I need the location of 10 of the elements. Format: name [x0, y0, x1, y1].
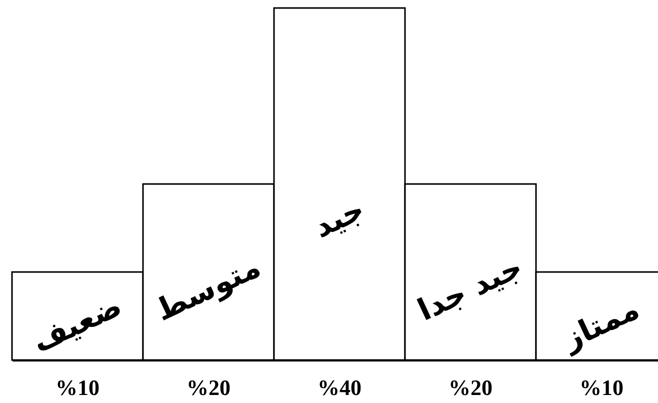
x-tick-label: ممتاز — [556, 292, 645, 358]
x-tick-label: متوسط — [150, 250, 266, 329]
data-label: %10 — [580, 375, 624, 400]
data-label: %20 — [186, 375, 230, 400]
data-label: %10 — [56, 375, 100, 400]
data-label: %40 — [318, 375, 362, 400]
x-tick-label: جيد — [308, 192, 370, 246]
x-tick-label: ضعيف — [27, 288, 128, 360]
data-label: %20 — [448, 375, 492, 400]
x-tick-label: جيد جدا — [412, 250, 528, 328]
